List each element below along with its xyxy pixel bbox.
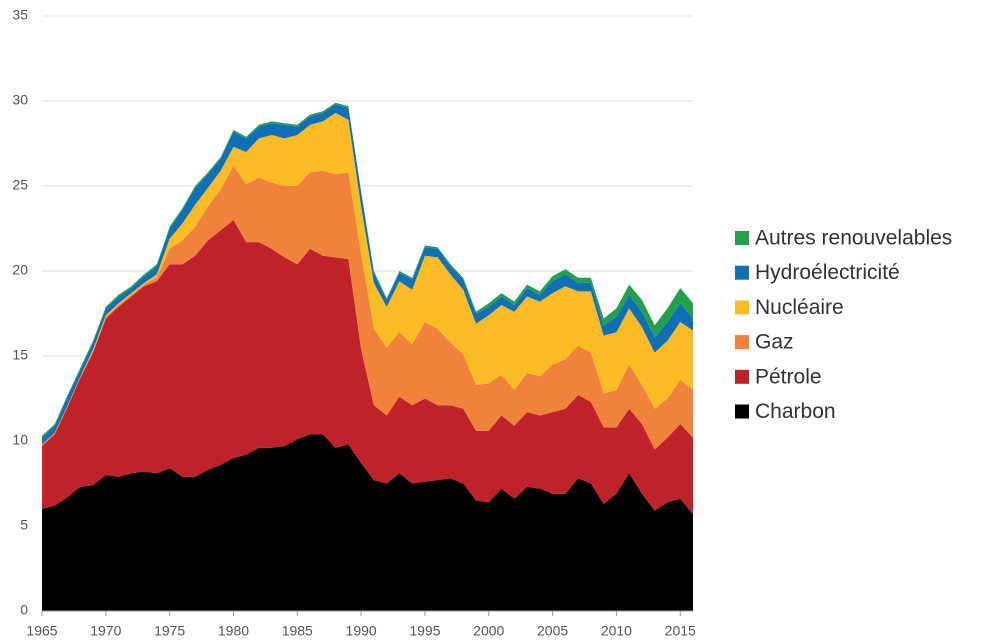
legend-label: Hydroélectricité [755, 261, 900, 284]
y-tick-label: 30 [12, 92, 28, 108]
area [42, 104, 693, 445]
x-tick-label: 2005 [537, 623, 568, 639]
legend-label: Charbon [755, 400, 836, 423]
x-tick-label: 1990 [346, 623, 377, 639]
x-tick-label: 1980 [218, 623, 249, 639]
x-tick-label: 2015 [665, 623, 696, 639]
area [42, 220, 693, 515]
area [42, 112, 693, 445]
legend-swatch [735, 404, 749, 419]
legend-swatch [735, 300, 749, 315]
legend-swatch [735, 369, 749, 384]
y-tick-label: 15 [12, 347, 28, 363]
y-tick-label: 5 [20, 517, 28, 533]
legend-swatch [735, 335, 749, 350]
legend-label: Nucléaire [755, 296, 844, 319]
y-tick-label: 0 [20, 602, 28, 618]
legend-swatch [735, 231, 749, 245]
legend-swatch [735, 265, 749, 280]
x-tick-label: 1985 [282, 623, 313, 639]
x-tick-label: 2010 [601, 623, 632, 639]
y-tick-label: 35 [12, 7, 28, 23]
legend-label: Pétrole [755, 365, 822, 388]
x-tick-label: 1970 [90, 623, 121, 639]
x-tick-label: 1965 [26, 623, 57, 639]
y-tick-label: 25 [12, 177, 28, 193]
y-tick-label: 10 [12, 432, 28, 448]
legend-label: Autres renouvelables [755, 227, 952, 250]
legend-label: Gaz [755, 331, 794, 354]
x-tick-label: 1975 [154, 623, 185, 639]
x-tick-label: 2000 [473, 623, 504, 639]
area [42, 434, 693, 611]
x-tick-label: 1995 [409, 623, 440, 639]
area [42, 165, 693, 450]
y-tick-label: 20 [12, 262, 28, 278]
